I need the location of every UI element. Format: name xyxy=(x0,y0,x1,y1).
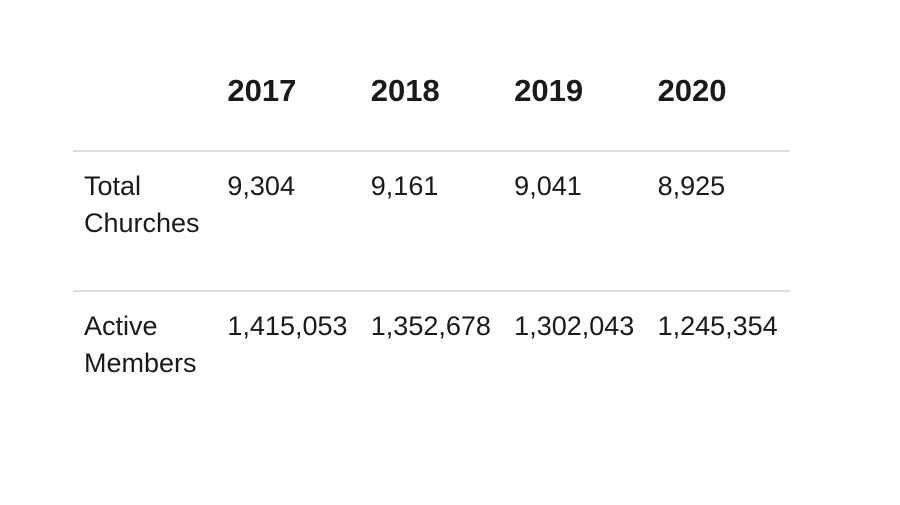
row-label-active-members: Active Members xyxy=(73,290,217,430)
stats-table: 2017 2018 2019 2020 Total Churches 9,304… xyxy=(73,62,790,430)
cell-total-churches-2019: 9,041 xyxy=(503,150,647,291)
cell-total-churches-2020: 8,925 xyxy=(646,150,790,291)
header-row: 2017 2018 2019 2020 xyxy=(73,62,790,151)
cell-active-members-2019: 1,302,043 xyxy=(503,290,647,430)
header-empty-cell xyxy=(73,62,216,151)
column-header-2018: 2018 xyxy=(370,73,440,108)
row-label-total-churches: Total Churches xyxy=(73,150,217,291)
table-row-active-members: Active Members 1,415,053 1,352,678 1,302… xyxy=(73,290,790,430)
cell-active-members-2017: 1,415,053 xyxy=(216,290,360,430)
cell-total-churches-2018: 9,161 xyxy=(359,150,504,291)
column-header-2020: 2020 xyxy=(657,73,727,108)
document-page: 2017 2018 2019 2020 Total Churches 9,304… xyxy=(0,62,900,505)
cell-total-churches-2017: 9,304 xyxy=(216,150,360,291)
cell-active-members-2020: 1,245,354 xyxy=(646,290,790,430)
column-header-2019: 2019 xyxy=(514,73,584,108)
cell-active-members-2018: 1,352,678 xyxy=(359,290,504,430)
table-row-total-churches: Total Churches 9,304 9,161 9,041 8,925 xyxy=(73,150,790,291)
column-header-2017: 2017 xyxy=(227,73,297,108)
